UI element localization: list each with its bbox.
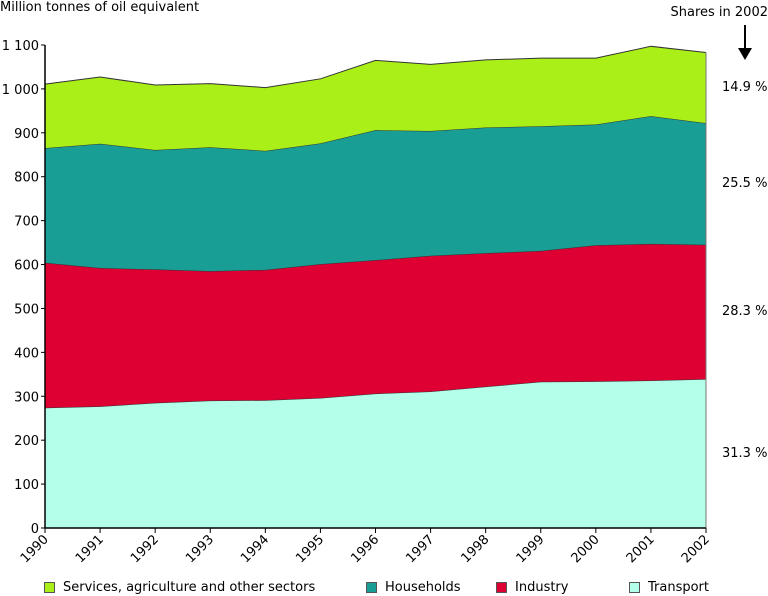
y-tick-label: 0 <box>31 522 39 537</box>
legend-item-households: Households <box>366 580 461 595</box>
legend-label-households: Households <box>385 580 461 595</box>
legend-item-industry: Industry <box>496 580 568 595</box>
y-tick-label: 700 <box>14 215 39 230</box>
legend-label-transport: Transport <box>648 580 710 595</box>
x-tick-label: 2001 <box>624 532 658 566</box>
x-tick-label: 1990 <box>18 532 52 566</box>
x-tick-label: 2002 <box>679 532 713 566</box>
y-tick-label: 100 <box>14 478 39 493</box>
legend-swatch-transport <box>629 582 640 593</box>
x-tick-label: 1999 <box>514 532 548 566</box>
y-tick-label: 300 <box>14 390 39 405</box>
x-tick-label: 1992 <box>128 532 162 566</box>
legend-label-industry: Industry <box>515 580 569 595</box>
area-industry <box>45 243 706 408</box>
x-tick-label: 2000 <box>569 532 603 566</box>
area-transport <box>45 379 706 528</box>
legend-item-transport: Transport <box>629 580 709 595</box>
area-households <box>45 116 706 272</box>
x-tick-label: 1991 <box>73 532 107 566</box>
y-tick-label: 800 <box>14 171 39 186</box>
legend-label-services: Services, agriculture and other sectors <box>63 580 316 595</box>
legend-swatch-industry <box>496 582 507 593</box>
shares-title: Shares in 2002 <box>670 5 768 20</box>
y-tick-label: 1 100 <box>2 39 39 54</box>
share-label-households: 25.5 % <box>722 175 768 191</box>
x-tick-label: 1995 <box>293 532 327 566</box>
share-label-transport: 31.3 % <box>722 445 768 461</box>
y-tick-label: 500 <box>14 302 39 317</box>
legend: Services, agriculture and other sectors … <box>0 580 768 596</box>
y-tick-label: 1 000 <box>2 83 39 98</box>
y-tick-label: 600 <box>14 259 39 274</box>
y-tick-label: 400 <box>14 346 39 361</box>
x-tick-label: 1998 <box>458 532 492 566</box>
area-services <box>45 46 706 151</box>
share-label-services: 14.9 % <box>722 79 768 95</box>
x-tick-label: 1994 <box>238 532 272 566</box>
legend-swatch-households <box>366 582 377 593</box>
share-label-industry: 28.3 % <box>722 303 768 319</box>
legend-swatch-services <box>44 582 55 593</box>
x-tick-label: 1996 <box>348 532 382 566</box>
x-tick-label: 1993 <box>183 532 217 566</box>
x-tick-label: 1997 <box>403 532 437 566</box>
down-arrow-icon <box>738 25 752 60</box>
area-layers <box>44 45 707 528</box>
y-axis-title: Million tonnes of oil equivalent <box>0 0 200 15</box>
boundary-line-services <box>44 45 707 89</box>
y-tick-label: 200 <box>14 434 39 449</box>
legend-item-services: Services, agriculture and other sectors <box>44 580 315 595</box>
y-tick-label: 900 <box>14 127 39 142</box>
